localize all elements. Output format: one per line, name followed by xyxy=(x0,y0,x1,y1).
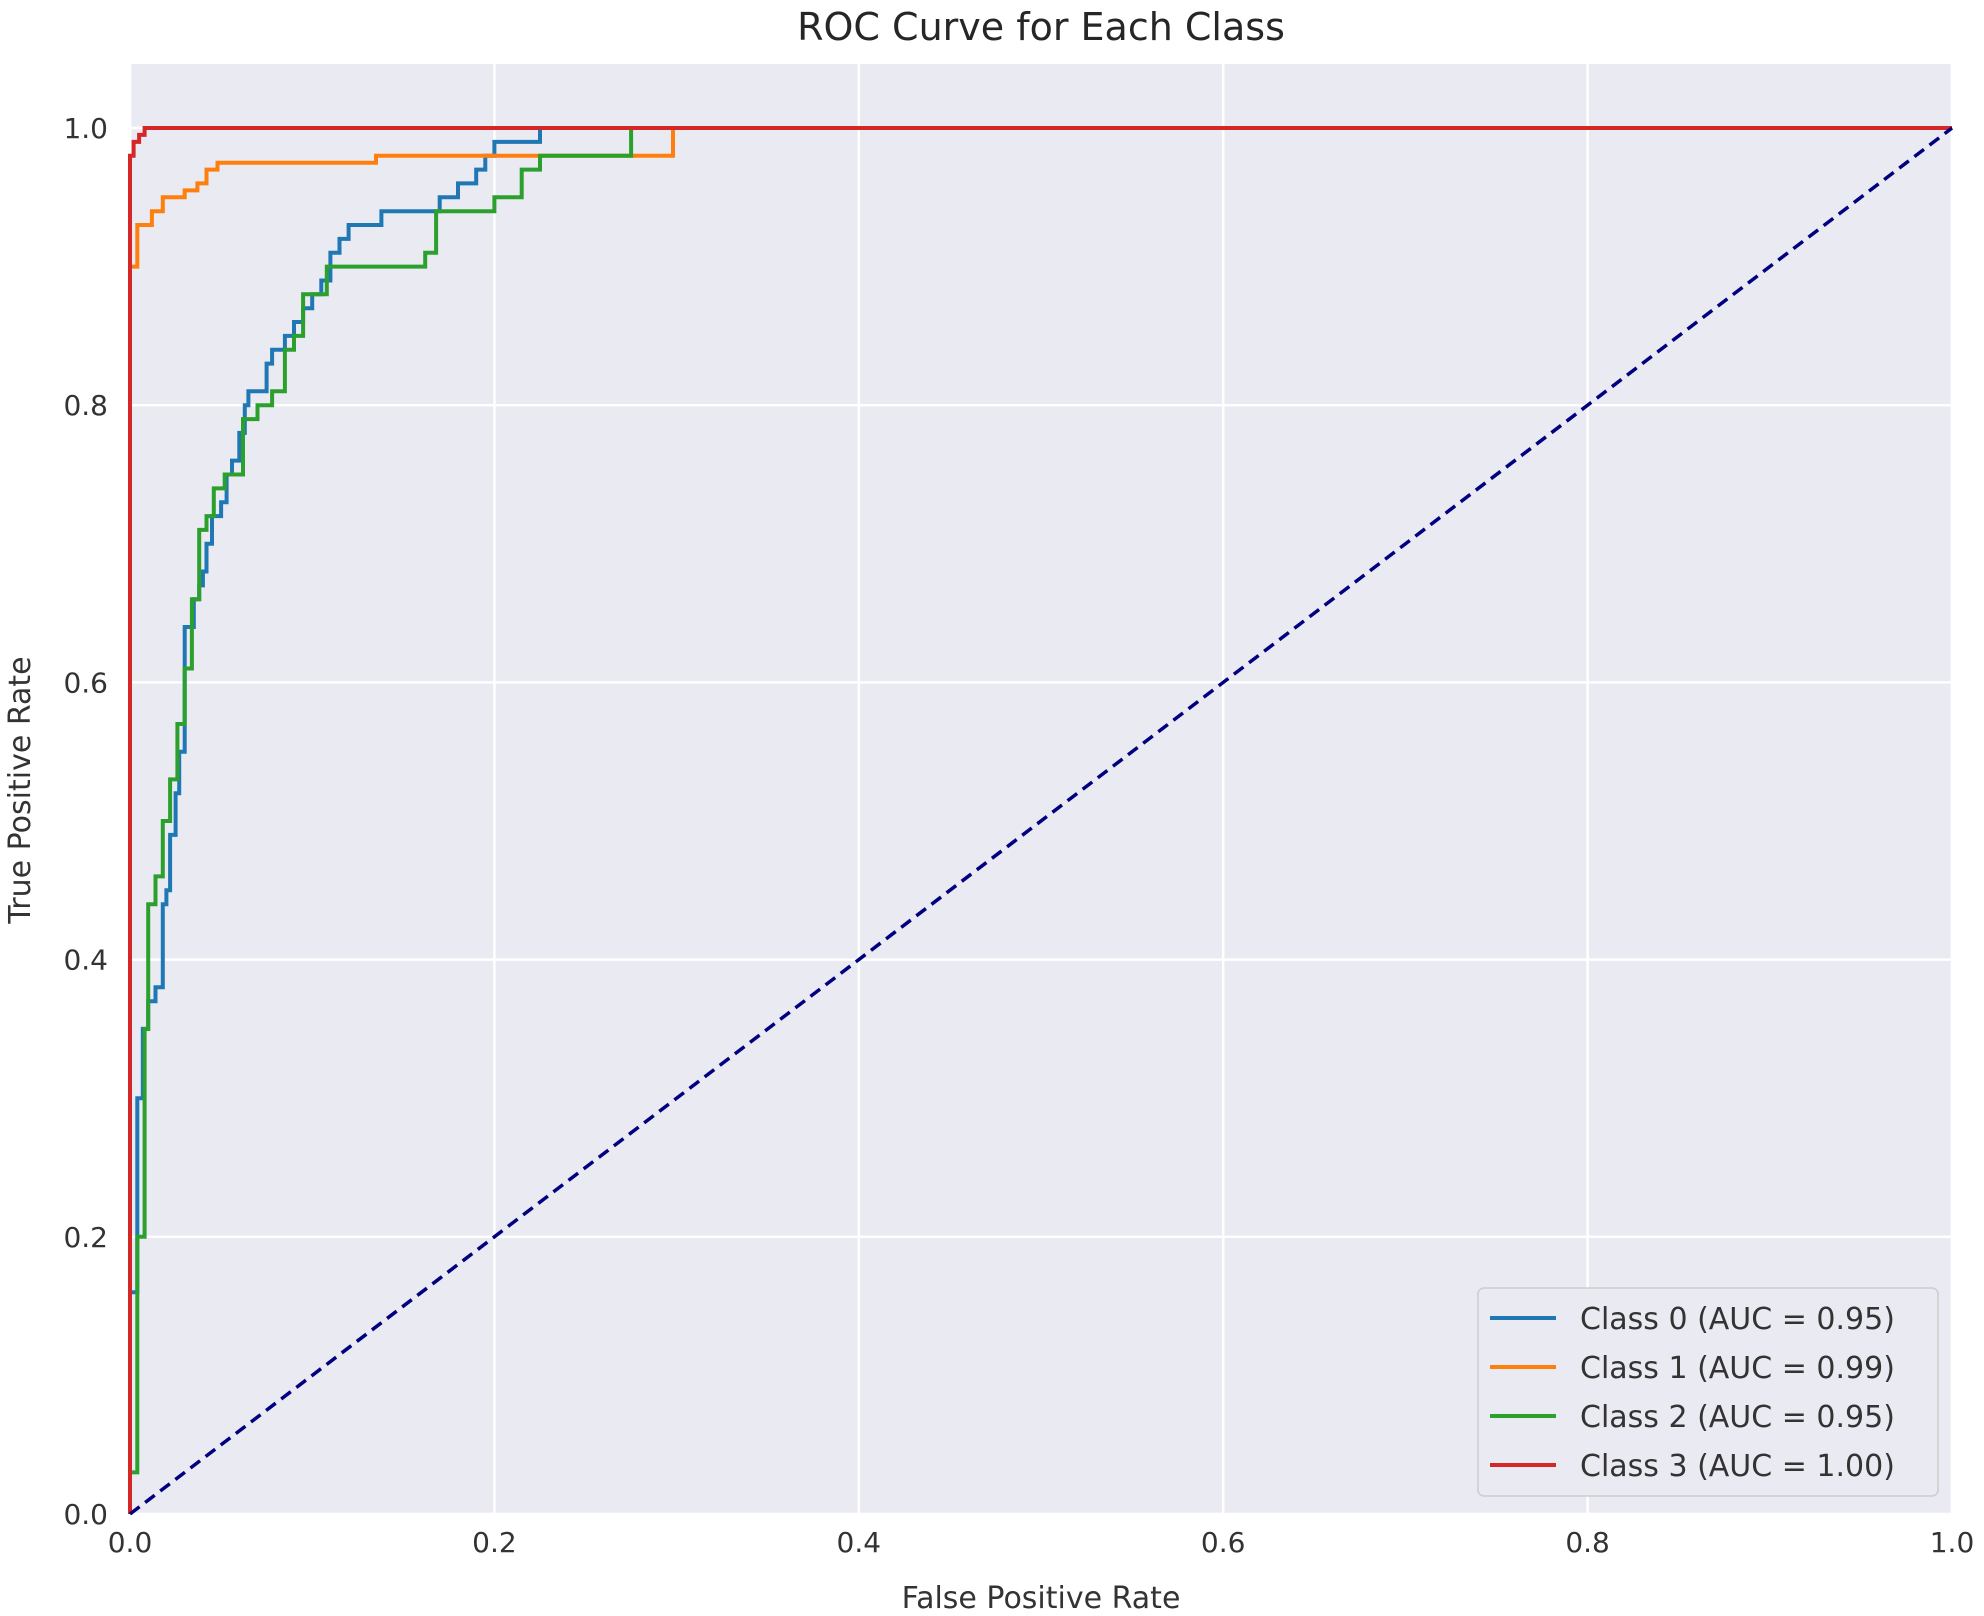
y-tick-label: 1.0 xyxy=(63,112,108,145)
legend-label: Class 0 (AUC = 0.95) xyxy=(1580,1302,1895,1337)
y-tick-label: 0.0 xyxy=(63,1498,108,1531)
legend-label: Class 2 (AUC = 0.95) xyxy=(1580,1400,1895,1435)
y-tick-label: 0.2 xyxy=(63,1221,108,1254)
y-tick-label: 0.8 xyxy=(63,389,108,422)
x-tick-label: 0.0 xyxy=(108,1526,153,1559)
series-line-class-2 xyxy=(128,126,1952,1514)
plot-area xyxy=(130,64,1952,1514)
legend-label: Class 1 (AUC = 0.99) xyxy=(1580,1351,1895,1386)
series-line-class-0 xyxy=(128,126,1952,1514)
y-tick-label: 0.4 xyxy=(63,944,108,977)
x-tick-label: 0.8 xyxy=(1565,1526,1610,1559)
series-lines xyxy=(128,126,1954,1516)
series-line-class-3 xyxy=(128,126,1952,1514)
legend-label: Class 3 (AUC = 1.00) xyxy=(1580,1449,1895,1484)
legend: Class 0 (AUC = 0.95) Class 1 (AUC = 0.99)… xyxy=(1477,1287,1939,1497)
y-axis-label: True Positive Rate xyxy=(3,656,38,924)
x-tick-label: 0.4 xyxy=(837,1526,882,1559)
y-tick-labels: 0.0 0.2 0.4 0.6 0.8 1.0 xyxy=(63,112,108,1531)
x-tick-label: 0.6 xyxy=(1201,1526,1246,1559)
x-tick-labels: 0.0 0.2 0.4 0.6 0.8 1.0 xyxy=(108,1526,1975,1559)
x-tick-label: 1.0 xyxy=(1930,1526,1975,1559)
x-axis-label: False Positive Rate xyxy=(902,1581,1181,1616)
x-tick-label: 0.2 xyxy=(472,1526,517,1559)
y-tick-label: 0.6 xyxy=(63,666,108,699)
chart-title: ROC Curve for Each Class xyxy=(797,5,1285,49)
series-line-class-1 xyxy=(128,126,1952,1514)
legend-box xyxy=(1477,1287,1939,1497)
diagonal-reference-line xyxy=(128,126,1954,1516)
